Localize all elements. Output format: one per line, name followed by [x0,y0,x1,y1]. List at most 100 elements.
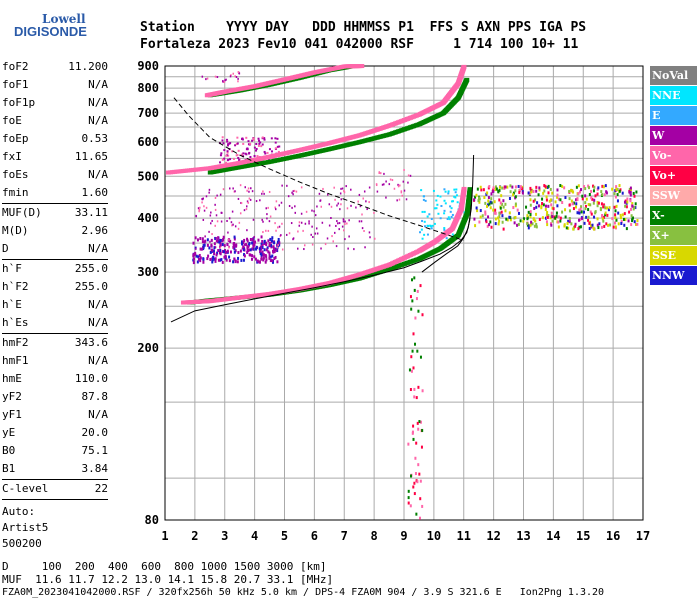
param-row: C-level 22 [2,480,108,498]
echo-point [250,257,253,261]
param-name: foEp [2,132,29,145]
echo-point [521,191,524,195]
echo-point [292,238,294,241]
echo-point [535,205,538,209]
echo-point [201,240,204,244]
echo-point [513,221,516,225]
echo-point [529,186,532,190]
legend-item-vo: Vo+ [650,166,697,186]
echo-point [420,189,423,192]
echo-point [593,198,596,202]
echo-point [237,197,240,200]
echo-point [253,242,256,246]
echo-point [266,151,269,154]
echo-point [218,240,221,244]
echo-point [413,492,416,496]
echo-point [314,214,317,217]
echo-point [227,154,230,157]
echo-point [215,253,218,257]
param-value: 343.6 [74,336,108,349]
echo-point [632,207,635,211]
echo-point [326,237,329,240]
echo-point [266,217,268,220]
echo-point [418,472,421,476]
echo-point [236,136,239,139]
echo-point [421,210,424,213]
echo-point [255,143,258,146]
param-value: N/A [88,96,108,109]
trace-point [359,64,365,69]
echo-point [567,226,570,230]
param-row: h`F 255.0 [2,260,108,278]
echo-point [535,212,538,216]
echo-point [397,185,400,188]
echo-point [416,349,419,353]
echo-point [219,193,222,196]
echo-point [502,199,505,203]
echo-point [240,258,243,262]
echo-point [565,226,568,230]
echo-point [285,233,288,236]
echo-point [389,178,392,181]
echo-point [443,228,446,231]
echo-point [337,202,340,205]
echo-point [338,228,340,231]
echo-point [568,197,571,201]
echo-point [452,200,455,203]
param-name: MUF(D) [2,206,42,219]
echo-point [217,249,220,253]
echo-point [342,220,345,223]
echo-point [444,202,447,205]
echo-point [483,195,486,199]
echo-point [584,201,587,205]
echo-point [253,255,256,259]
echo-point [451,233,454,236]
echo-point [213,246,216,250]
echo-point [280,201,283,204]
echo-point [577,227,580,231]
echo-point [287,195,290,198]
echo-point [201,237,204,241]
echo-point [229,250,232,254]
echo-point [260,253,263,257]
echo-point [594,210,597,214]
echo-point [258,142,261,145]
echo-point [305,210,308,213]
echo-point [478,197,481,201]
header-row2: Fortaleza 2023 Fev10 041 042000 RSF 1 71… [140,37,579,52]
echo-point [407,489,410,493]
echo-point [532,199,535,203]
echo-point [625,227,628,231]
echo-point [625,205,628,209]
echo-point [259,252,262,256]
echo-point [277,150,280,153]
echo-point [614,189,617,193]
echo-point [564,208,567,212]
echo-point [450,207,453,210]
echo-point [435,207,438,210]
echo-point [590,196,593,200]
echo-point [205,206,208,209]
echo-point [615,185,618,189]
echo-point [293,189,296,192]
echo-point [218,238,221,242]
echo-point [212,256,215,260]
echo-point [232,187,234,190]
echo-point [213,242,216,246]
echo-point [254,257,257,261]
echo-point [266,246,269,250]
echo-point [274,222,276,225]
echo-point [277,237,280,241]
echo-point [242,248,245,252]
param-row: foE N/A [2,112,108,130]
echo-point [294,211,297,214]
echo-point [447,190,450,193]
echo-point [251,241,254,245]
echo-point [556,188,559,192]
echo-point [501,202,504,206]
echo-point [211,219,213,222]
echo-point [578,208,581,212]
echo-point [446,218,449,221]
param-group-critical-frequencies: foF2 11.200 foF1 N/A foF1p N/A foE N/A foEp 0.53 f… [2,58,108,202]
echo-point [233,235,236,239]
